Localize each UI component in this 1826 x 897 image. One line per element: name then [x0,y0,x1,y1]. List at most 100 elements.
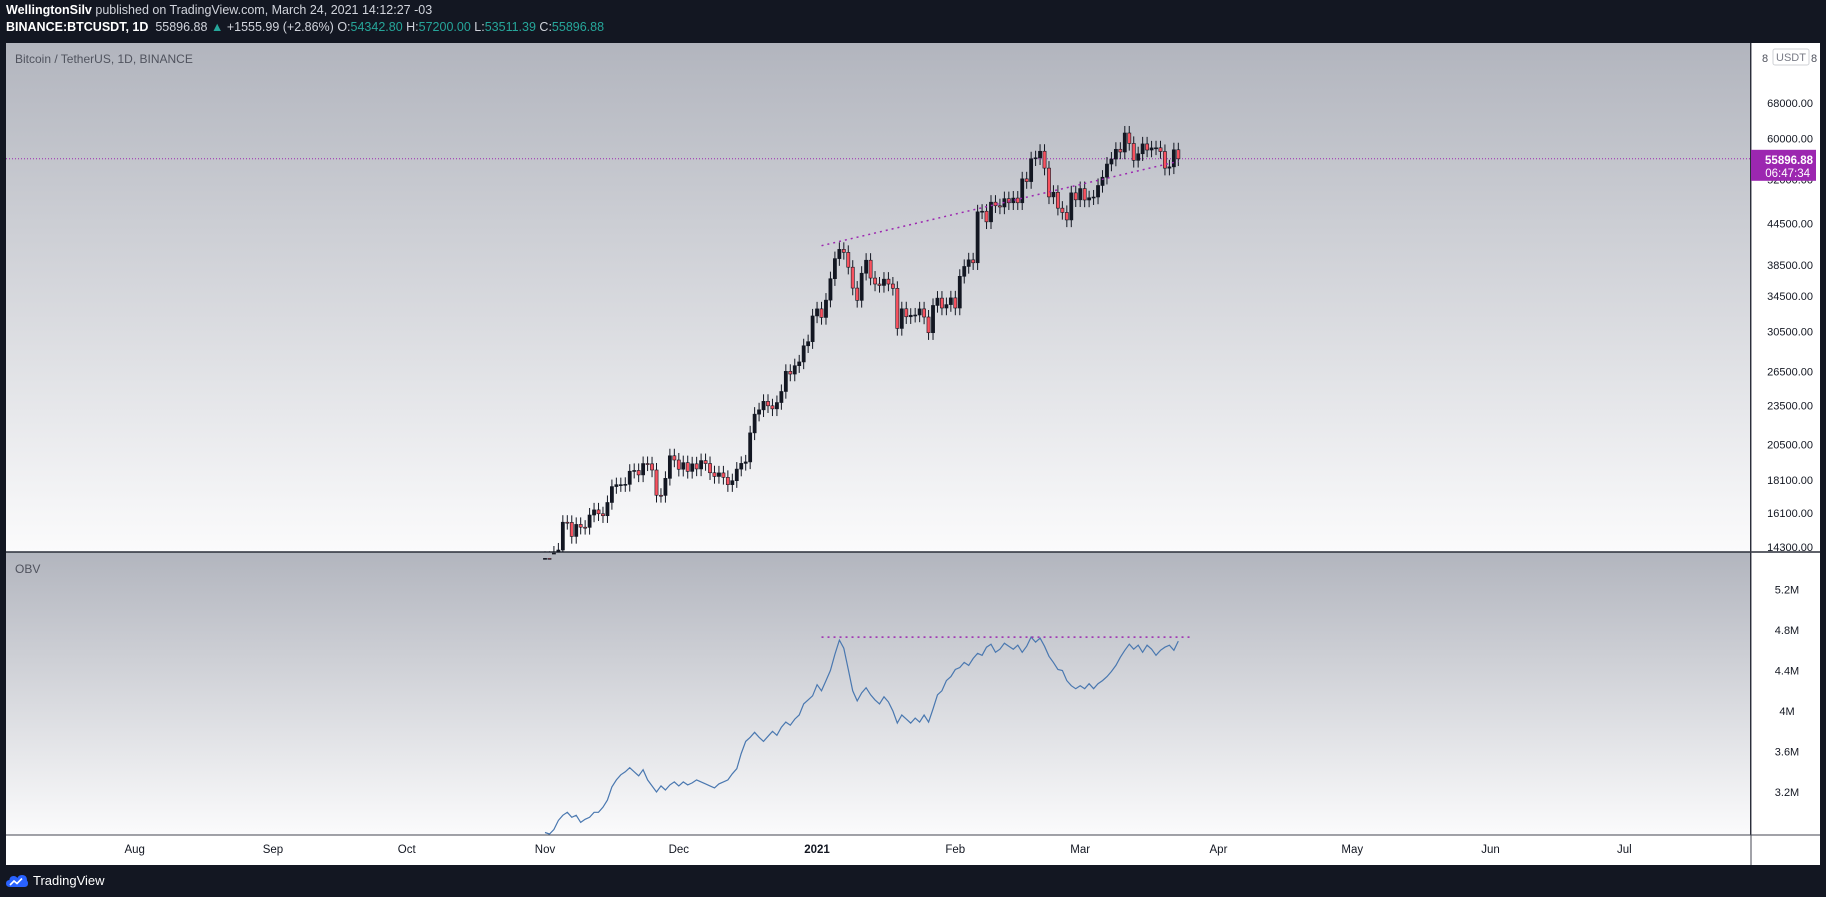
chart-canvas[interactable]: 68000.0060000.0052000.0044500.0038500.00… [0,0,1826,865]
candle-body [850,266,855,289]
time-axis-background [6,835,1820,865]
candle-body [1047,167,1051,198]
price-trendline[interactable] [821,160,1179,247]
candle-body [890,283,895,289]
candle-body [1149,147,1154,151]
price-pane-background [6,43,1750,552]
candle-body [806,341,811,347]
candle-body [846,252,851,268]
obv-tick-label: 4M [1779,706,1794,718]
candle-body [917,308,922,316]
candle-body [775,402,779,410]
candle-body [797,361,802,367]
candle-body [560,521,565,551]
candle-body [752,413,757,434]
candle-body [779,391,784,403]
candle-body [1042,150,1047,169]
time-tick-label: Oct [398,844,417,856]
candle-body [1082,188,1087,201]
candle-body [1127,132,1132,144]
candle-body [667,455,672,479]
obv-axis-background [1751,552,1820,835]
candle-body [993,201,998,207]
footer-bar: TradingView [0,865,1826,897]
candle-body [868,259,873,279]
candle-body [1029,158,1034,182]
candle-body [1167,166,1172,169]
candle-body [1073,192,1078,201]
candle-body [659,494,663,497]
candle-body [792,365,797,375]
price-change: +1555.99 (+2.86%) [226,20,334,34]
candle-body [770,405,775,410]
candle-body [725,477,730,485]
candle-body [596,509,601,515]
time-tick-label: 2021 [804,844,830,856]
candle-body [1131,143,1136,161]
candle-body [636,470,641,476]
candle-body [886,278,891,285]
candle-body [882,278,886,286]
candle-body [556,549,561,553]
candle-body [815,308,819,317]
tradingview-logo[interactable]: TradingView [6,873,105,888]
candle-body [761,401,766,411]
candle-body [583,526,588,529]
top-tick-label: 8 [1762,53,1768,65]
close-label: C: [539,20,552,34]
candle-body [609,486,614,503]
time-tick-label: Aug [124,844,144,856]
candle-body [1033,157,1038,160]
candle-body [601,513,605,517]
candle-body [1038,150,1042,159]
candle-body [935,297,940,306]
candle-body [873,277,877,285]
candle-body [1158,147,1163,152]
candle-body [855,287,860,301]
candle-body [962,266,967,277]
candle-body [913,314,918,317]
candle-body [694,463,699,470]
candle-body [864,259,869,274]
time-tick-label: Jul [1617,844,1632,856]
candle-body [1064,212,1069,221]
price-tick-label: 14300.00 [1767,542,1813,554]
currency-label: USDT [1776,52,1806,64]
candle-body [717,472,721,477]
candle-body [931,305,935,334]
low-label: L: [474,20,485,34]
symbol-name[interactable]: BINANCE:BTCUSDT, 1D [6,20,149,34]
candle-body [730,480,735,485]
candle-body [543,558,547,560]
currency-badge[interactable]: USDT [1772,48,1810,66]
time-tick-label: Mar [1070,844,1090,856]
candle-body [824,299,828,318]
tradingview-cloud-icon [6,874,28,887]
candle-body [971,259,976,264]
candle-body [569,522,574,537]
candle-body [899,308,904,329]
candle-body [957,275,962,309]
last-price: 55896.88 [155,20,208,34]
symbol-info: BINANCE:BTCUSDT, 1D 55896.88 ▲ +1555.99 … [6,20,604,34]
time-tick-label: Dec [669,844,690,856]
price-tick-label: 68000.00 [1767,98,1813,110]
candle-body [877,283,882,286]
price-pane-title: Bitcoin / TetherUS, 1D, BINANCE [15,52,193,66]
price-tick-label: 44500.00 [1767,219,1813,231]
candle-body [757,409,761,415]
candle-body [980,210,984,213]
candle-body [1060,207,1065,213]
candle-body [1096,185,1100,198]
candle-body [681,462,686,470]
candle-body [699,460,704,470]
candle-body [819,308,824,318]
price-tick-label: 30500.00 [1767,326,1813,338]
candle-body [1087,197,1092,201]
candle-body [618,484,623,486]
author-name[interactable]: WellingtonSilv [6,3,92,17]
last-price-tag: 55896.88 06:47:34 [1751,149,1816,181]
candle-body [605,502,610,517]
candle-body [565,521,570,524]
price-tick-label: 60000.00 [1767,134,1813,146]
